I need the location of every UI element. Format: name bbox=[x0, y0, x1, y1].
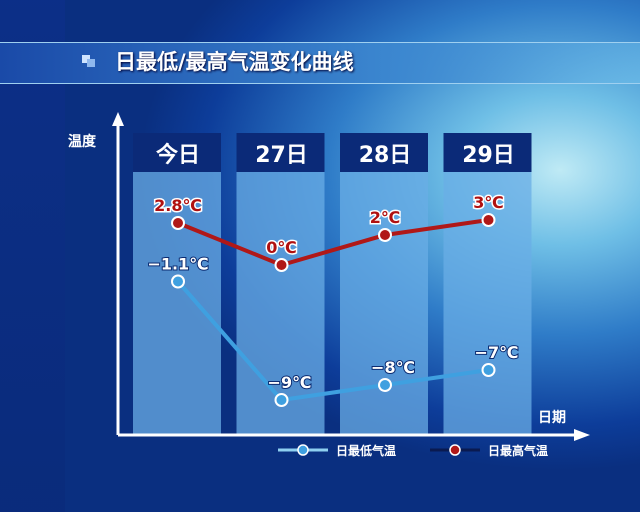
category-label: 27日 bbox=[255, 143, 308, 168]
data-label: 2.8℃ bbox=[154, 196, 202, 215]
x-axis-label: 日期 bbox=[538, 410, 566, 426]
left-band bbox=[0, 0, 65, 512]
data-label: −7℃ bbox=[475, 343, 519, 362]
data-label: −1.1℃ bbox=[147, 255, 208, 274]
legend-marker bbox=[297, 444, 309, 456]
data-point bbox=[378, 378, 392, 392]
category-label: 今日 bbox=[156, 142, 200, 168]
series-line bbox=[177, 218, 489, 268]
series-line bbox=[176, 280, 489, 403]
data-point bbox=[171, 274, 185, 289]
data-point bbox=[481, 363, 496, 377]
data-label: 0℃ bbox=[266, 238, 297, 257]
category-column bbox=[133, 172, 221, 434]
category-column bbox=[236, 172, 325, 434]
data-point bbox=[378, 228, 392, 242]
data-point bbox=[171, 216, 185, 230]
data-point bbox=[274, 393, 289, 407]
legend-label: 日最高气温 bbox=[488, 443, 548, 458]
category-header bbox=[443, 133, 532, 172]
category-header bbox=[340, 133, 428, 172]
x-axis-arrow bbox=[574, 429, 590, 441]
chart-title: 日最低/最高气温变化曲线 bbox=[115, 50, 354, 74]
y-axis-label: 温度 bbox=[68, 133, 97, 150]
y-axis-arrow bbox=[112, 112, 124, 126]
category-header bbox=[133, 133, 221, 172]
data-label: 3℃ bbox=[473, 193, 504, 212]
data-label: 2℃ bbox=[370, 208, 401, 227]
squares-icon bbox=[82, 55, 96, 67]
data-label: −9℃ bbox=[268, 373, 312, 392]
data-label: −8℃ bbox=[371, 358, 415, 377]
data-point bbox=[274, 258, 289, 272]
data-point bbox=[481, 213, 496, 227]
title-bar bbox=[0, 42, 640, 84]
category-label: 28日 bbox=[359, 143, 412, 168]
category-label: 29日 bbox=[462, 143, 515, 168]
legend-label: 日最低气温 bbox=[336, 443, 396, 458]
category-header bbox=[236, 133, 325, 172]
legend-marker bbox=[449, 444, 461, 456]
